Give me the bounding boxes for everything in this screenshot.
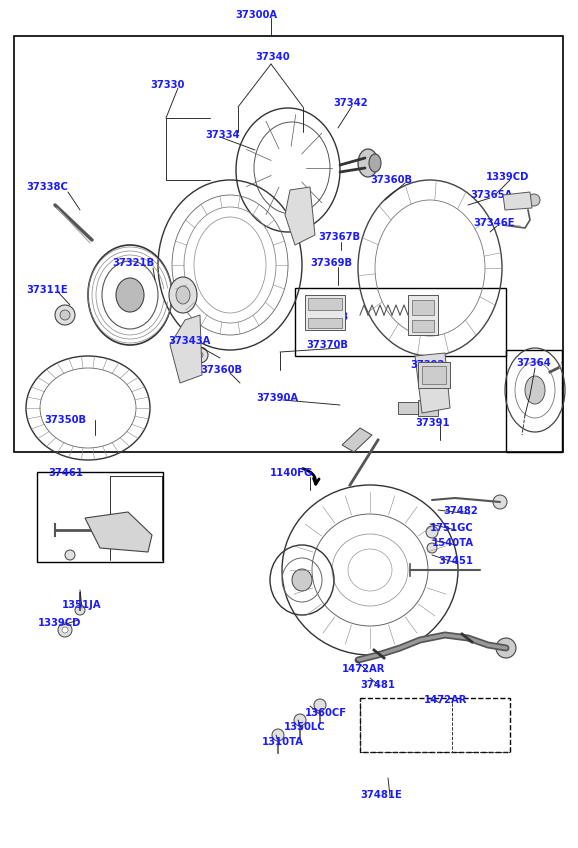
Text: 37360B: 37360B [200,365,242,375]
Polygon shape [342,428,372,452]
Circle shape [272,729,284,741]
Text: 1540TA: 1540TA [432,538,474,548]
Text: 1751GC: 1751GC [430,523,474,533]
Polygon shape [412,320,434,332]
Text: 37350B: 37350B [44,415,86,425]
Text: 37461: 37461 [48,468,83,478]
Text: 37330: 37330 [150,80,184,90]
Circle shape [92,522,108,538]
Text: 37390A: 37390A [256,393,298,403]
Ellipse shape [525,376,545,404]
Polygon shape [85,512,152,552]
Text: 37340: 37340 [255,52,290,62]
Text: 37360B: 37360B [370,175,412,185]
Text: 37391: 37391 [415,418,450,428]
Circle shape [65,550,75,560]
Text: 37321B: 37321B [112,258,154,268]
Ellipse shape [292,569,312,591]
Polygon shape [170,315,202,383]
Text: 1140FG: 1140FG [270,468,313,478]
Text: 37481E: 37481E [360,790,402,800]
Circle shape [55,305,75,325]
Bar [360,698,510,752]
Text: 1472AR: 1472AR [424,695,468,705]
Circle shape [62,627,68,633]
Text: 37369B: 37369B [310,258,352,268]
Polygon shape [398,402,418,414]
Circle shape [60,310,70,320]
Text: 37481: 37481 [360,680,395,690]
Polygon shape [422,366,446,384]
Circle shape [294,714,306,726]
Circle shape [75,605,85,615]
Circle shape [192,347,208,363]
Bar [506,350,562,452]
Ellipse shape [358,149,378,177]
Text: 37342: 37342 [333,98,368,108]
Polygon shape [412,300,434,315]
Polygon shape [418,362,450,388]
Text: 37311E: 37311E [26,285,68,295]
Ellipse shape [169,277,197,313]
Text: 1339CD: 1339CD [38,618,81,628]
Text: 1350LC: 1350LC [284,722,325,732]
Polygon shape [418,400,438,416]
Text: 1339CD: 1339CD [486,172,529,182]
Bar [14,36,563,452]
Text: 37370B: 37370B [306,340,348,350]
Text: 1360CF: 1360CF [305,708,347,718]
Circle shape [426,526,438,538]
Ellipse shape [369,154,381,172]
Polygon shape [408,295,438,335]
Polygon shape [308,298,342,310]
Circle shape [528,194,540,206]
Ellipse shape [116,278,144,312]
Text: 37365A: 37365A [470,190,512,200]
Text: 37346E: 37346E [473,218,514,228]
Text: 1351JA: 1351JA [62,600,102,610]
Text: 37451: 37451 [438,556,473,566]
Circle shape [314,699,326,711]
Polygon shape [503,192,532,210]
Bar [295,288,506,356]
Circle shape [131,535,145,549]
Circle shape [427,543,437,553]
Text: 37338C: 37338C [26,182,68,192]
Circle shape [185,343,199,357]
Text: 37482: 37482 [443,506,478,516]
Text: 1472AR: 1472AR [342,664,386,674]
Circle shape [58,623,72,637]
Text: 1310TA: 1310TA [262,737,304,747]
Circle shape [427,375,443,391]
Circle shape [496,638,516,658]
Polygon shape [308,318,342,328]
Text: 37392: 37392 [410,360,444,370]
Text: 37343A: 37343A [168,336,210,346]
Circle shape [493,495,507,509]
Text: 37300A: 37300A [235,10,277,20]
Polygon shape [285,187,315,245]
Polygon shape [305,295,345,330]
Text: 37334: 37334 [205,130,240,140]
Text: 37368B: 37368B [306,312,348,322]
Bar [37,472,163,562]
Text: 37364: 37364 [516,358,551,368]
Ellipse shape [176,286,190,304]
Text: 37367B: 37367B [318,232,360,242]
Polygon shape [415,353,450,413]
Circle shape [197,352,203,358]
